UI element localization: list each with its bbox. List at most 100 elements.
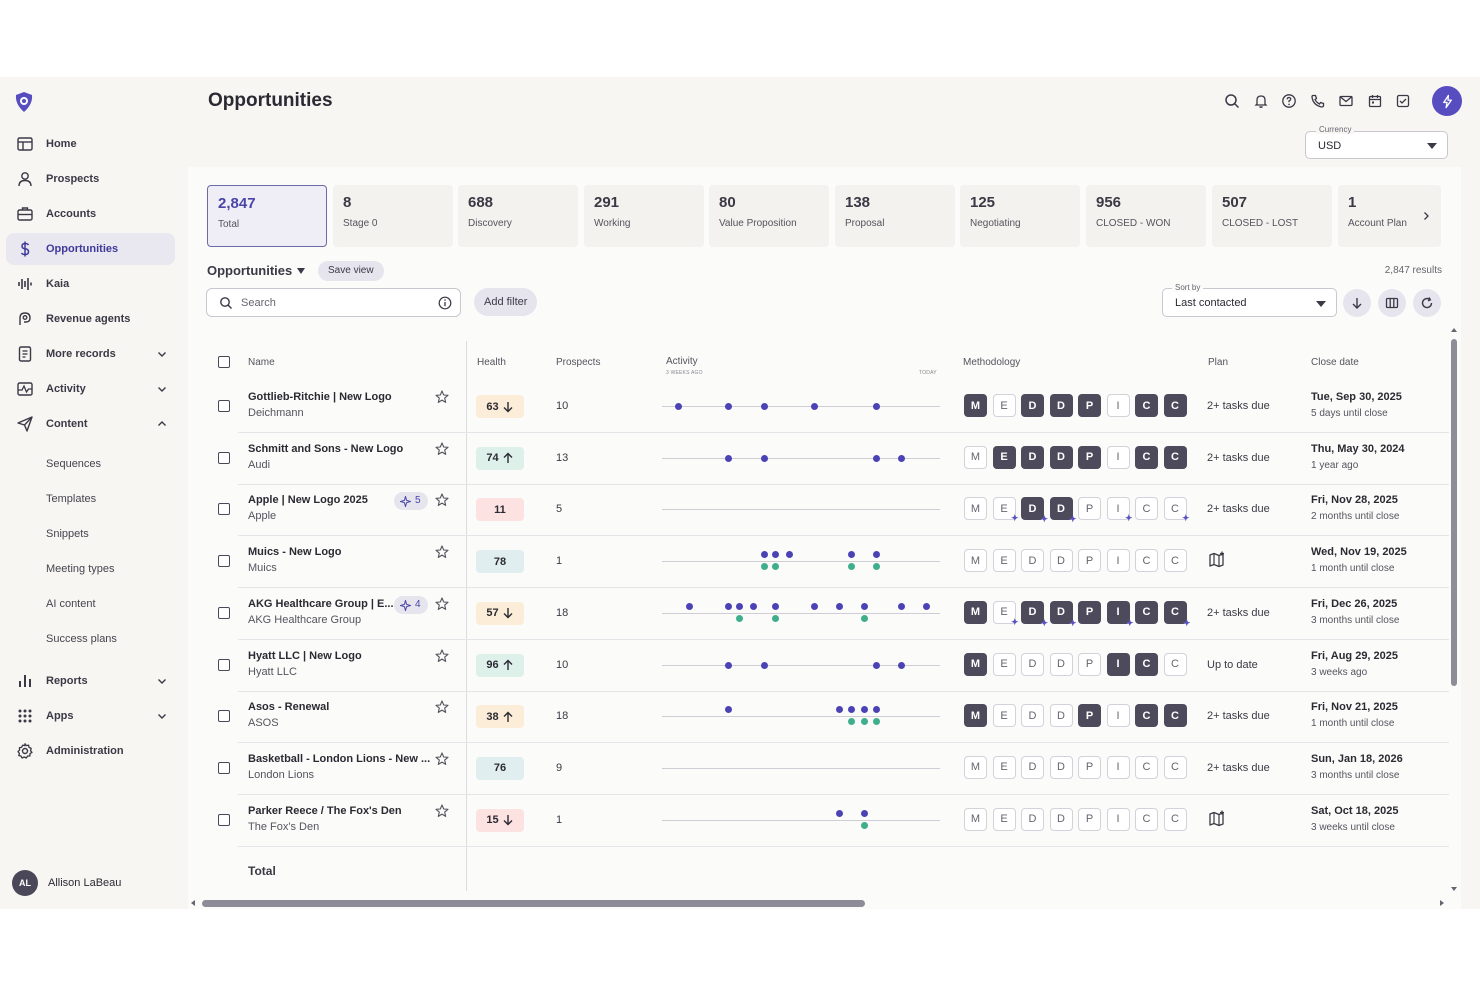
methodology-step-d[interactable]: D [1021, 445, 1044, 469]
activity-dot[interactable] [872, 551, 880, 559]
plan-status[interactable]: 2+ tasks due [1207, 503, 1270, 516]
stage-tab-negotiating[interactable]: 125 Negotiating [960, 185, 1080, 247]
activity-dot-reply[interactable] [761, 563, 769, 571]
sidebar-item-content[interactable]: Content [6, 408, 175, 440]
search-icon[interactable] [1224, 93, 1240, 109]
table-row[interactable]: Muics - New Logo Muics 78 1 M E D D P I C C Wed, Nov… [198, 536, 1449, 589]
sidebar-item-administration[interactable]: Administration [6, 735, 175, 767]
table-row[interactable]: Hyatt LLC | New Logo Hyatt LLC 96 10 M E D D P I C… [198, 640, 1449, 692]
column-header-methodology[interactable]: Methodology [963, 357, 1021, 368]
activity-dot[interactable] [772, 551, 780, 559]
plan-status[interactable]: 2+ tasks due [1207, 606, 1270, 619]
methodology-step-d[interactable]: D [1049, 807, 1073, 831]
sidebar-item-reports[interactable]: Reports [6, 665, 175, 697]
activity-dot-reply[interactable] [847, 563, 855, 571]
methodology-step-d[interactable]: D [1021, 807, 1044, 831]
sidebar-subitem-ai-content[interactable]: AI content [46, 598, 96, 610]
table-row[interactable]: Gottlieb-Ritchie | New Logo Deichmann 63 10… [198, 381, 1449, 433]
methodology-step-c[interactable]: C [1135, 445, 1158, 469]
row-checkbox[interactable] [218, 503, 230, 516]
opportunity-name[interactable]: Gottlieb-Ritchie | New Logo [248, 391, 392, 403]
opportunity-name[interactable]: Schmitt and Sons - New Logo [248, 442, 404, 455]
activity-dot[interactable] [750, 602, 758, 610]
activity-dot[interactable] [725, 706, 733, 714]
methodology-step-c[interactable]: C [1135, 497, 1158, 521]
activity-dot[interactable] [922, 602, 930, 610]
star-icon[interactable] [435, 442, 449, 456]
activity-dot[interactable] [725, 602, 733, 610]
activity-dot[interactable] [836, 602, 844, 610]
activity-dot-reply[interactable] [861, 821, 869, 829]
sidebar-item-apps[interactable]: Apps [6, 700, 175, 732]
methodology-step-i[interactable]: I [1106, 704, 1130, 728]
activity-dot[interactable] [761, 551, 769, 559]
column-header-plan[interactable]: Plan [1208, 357, 1229, 368]
activity-dot-reply[interactable] [872, 563, 880, 571]
activity-dot[interactable] [872, 403, 880, 410]
methodology-step-p[interactable]: P [1078, 549, 1101, 573]
bell-icon[interactable] [1253, 93, 1269, 109]
chevron-down-icon[interactable] [156, 710, 168, 722]
opportunity-name[interactable]: Basketball - London Lions - New ... [248, 752, 431, 765]
opportunity-name[interactable]: Apple | New Logo 2025 [248, 494, 368, 507]
activity-dot-reply[interactable] [772, 563, 780, 571]
row-checkbox[interactable] [218, 813, 230, 826]
activity-dot[interactable] [897, 454, 905, 462]
user-profile[interactable]: AL Allison LaBeau [12, 870, 121, 896]
activity-dot[interactable] [836, 706, 844, 714]
stage-tab-discovery[interactable]: 688 Discovery [458, 185, 578, 247]
activity-dot[interactable] [675, 403, 683, 410]
sort-select[interactable]: Sort by Last contacted [1162, 283, 1337, 317]
map-icon[interactable] [1208, 810, 1226, 828]
stage-tab-working[interactable]: 291 Working [584, 185, 704, 247]
account-name[interactable]: Hyatt LLC [248, 665, 297, 678]
methodology-step-e[interactable]: E [992, 652, 1016, 676]
sidebar-item-kaia[interactable]: Kaia [6, 268, 175, 300]
activity-dot[interactable] [761, 661, 769, 669]
scroll-right-arrow-icon[interactable] [1440, 900, 1444, 906]
methodology-step-d[interactable]: D [1049, 445, 1073, 469]
methodology-step-d[interactable]: D ✦ [1021, 497, 1048, 524]
methodology-step-e[interactable]: E [992, 445, 1016, 469]
activity-dot[interactable] [686, 602, 694, 610]
row-checkbox[interactable] [218, 555, 230, 568]
health-score-badge[interactable]: 63 [476, 395, 524, 418]
methodology-step-m[interactable]: M [964, 600, 987, 624]
table-row[interactable]: AKG Healthcare Group | E... AKG Healthcar… [198, 588, 1449, 640]
star-icon[interactable] [435, 493, 449, 507]
methodology-step-p[interactable]: P [1078, 704, 1101, 728]
methodology-step-i[interactable]: I [1106, 755, 1130, 779]
sidebar-item-prospects[interactable]: Prospects [6, 163, 175, 195]
health-score-badge[interactable]: 11 [476, 498, 524, 522]
methodology-step-c[interactable]: C [1163, 704, 1187, 728]
activity-dot[interactable] [725, 454, 733, 462]
plan-status[interactable]: 2+ tasks due [1207, 400, 1270, 412]
activity-dot-reply[interactable] [736, 614, 744, 622]
info-icon[interactable] [438, 296, 452, 310]
methodology-step-d[interactable]: D [1049, 704, 1073, 728]
methodology-step-c[interactable]: C [1163, 807, 1187, 831]
activity-dot[interactable] [761, 403, 769, 410]
account-name[interactable]: London Lions [248, 768, 315, 781]
column-header-close-date[interactable]: Close date [1311, 357, 1359, 368]
methodology-step-d[interactable]: D ✦ [1021, 600, 1048, 627]
sidebar-subitem-sequences[interactable]: Sequences [46, 458, 102, 470]
methodology-step-m[interactable]: M [964, 549, 987, 573]
row-checkbox[interactable] [218, 761, 230, 774]
chevron-right-icon[interactable] [1421, 211, 1431, 221]
account-name[interactable]: AKG Healthcare Group [248, 613, 362, 626]
chevron-down-icon[interactable] [156, 383, 168, 395]
methodology-step-p[interactable]: P [1078, 497, 1101, 521]
column-header-name[interactable]: Name [248, 357, 275, 368]
map-icon[interactable] [1208, 551, 1226, 569]
methodology-step-c[interactable]: C [1135, 600, 1158, 624]
activity-dot[interactable] [897, 661, 905, 669]
stage-tab-account-plan[interactable]: 1 Account Plan [1338, 185, 1441, 247]
methodology-step-e[interactable]: E [992, 704, 1016, 728]
table-row[interactable]: Parker Reece / The Fox's Den The Fox's De… [198, 795, 1449, 847]
horizontal-scrollbar[interactable] [202, 900, 865, 907]
methodology-step-m[interactable]: M [964, 394, 987, 417]
methodology-step-c[interactable]: C [1135, 652, 1158, 676]
scroll-down-arrow-icon[interactable] [1451, 887, 1457, 891]
activity-dot[interactable] [847, 551, 855, 559]
